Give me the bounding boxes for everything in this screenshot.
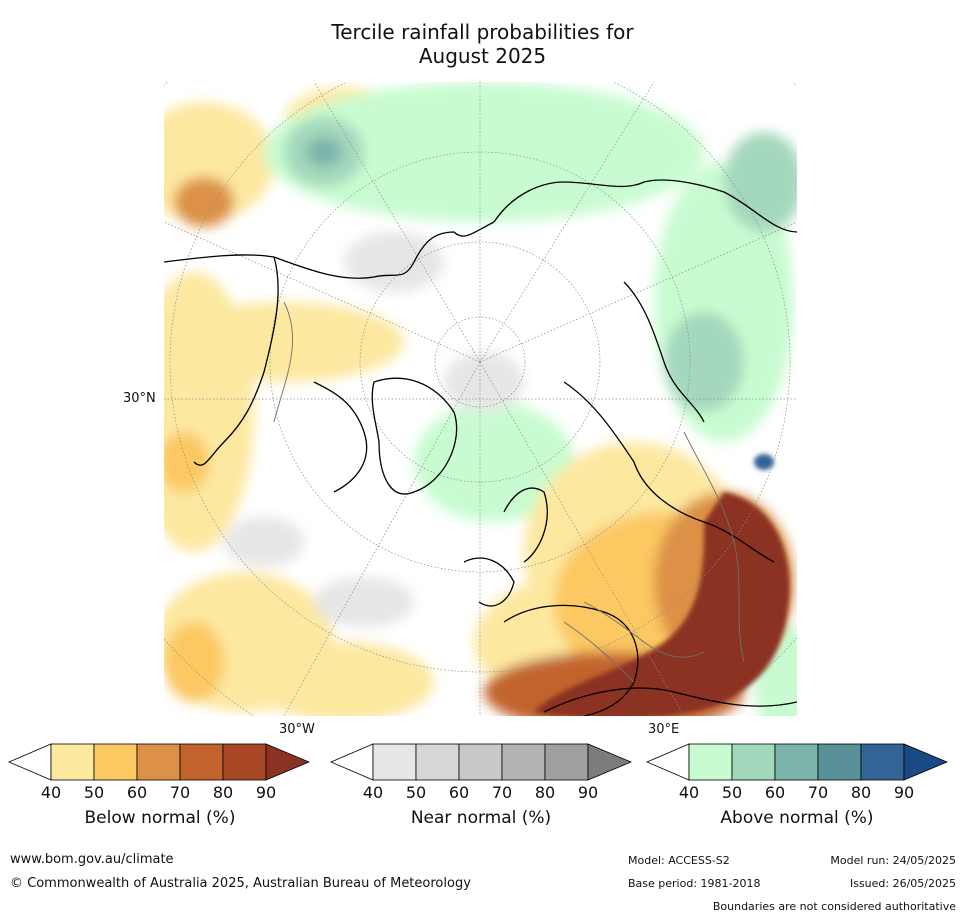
borders (273, 301, 745, 683)
colorbar-tick-label: 90 (893, 783, 915, 802)
colorbar-tick-label: 80 (212, 783, 234, 802)
colorbar-segment (50, 743, 95, 781)
colorbar-tick-label: 60 (126, 783, 148, 802)
colorbar-max-extension (587, 743, 632, 781)
longitude-label-east: 30°E (648, 722, 680, 737)
colorbar-max-extension (265, 743, 310, 781)
colorbar-segment (501, 743, 546, 781)
coastlines (164, 179, 797, 716)
below-normal-label: Below normal (%) (84, 808, 236, 828)
colorbar-tick-label: 80 (534, 783, 556, 802)
below-normal-colorbar (8, 743, 310, 781)
colorbar-segment (222, 743, 267, 781)
colorbar-tick-label: 40 (678, 783, 700, 802)
colorbar-tick-label: 40 (40, 783, 62, 802)
above-normal-label: Above normal (%) (720, 808, 874, 828)
near-normal-colorbar (330, 743, 632, 781)
colorbar-min-extension (646, 743, 690, 781)
colorbar-min-extension (330, 743, 374, 781)
colorbar-segment (860, 743, 905, 781)
longitude-label-west: 30°W (279, 722, 315, 737)
title-line-1: Tercile rainfall probabilities for (331, 20, 634, 44)
colorbar-tick-label: 50 (83, 783, 105, 802)
issued-text: Issued: 26/05/2025 (849, 877, 956, 890)
colorbar-tick-label: 70 (169, 783, 191, 802)
colorbar-segment (93, 743, 138, 781)
colorbar-tick-label: 70 (491, 783, 513, 802)
colorbar-tick-label: 90 (577, 783, 599, 802)
colorbar-segment (774, 743, 819, 781)
map-title: Tercile rainfall probabilities for Augus… (0, 20, 965, 68)
above-normal-colorbar (646, 743, 948, 781)
model-text: Model: ACCESS-S2 (628, 854, 730, 867)
colorbar-tick-label: 50 (405, 783, 427, 802)
copyright-text: © Commonwealth of Australia 2025, Austra… (10, 876, 471, 891)
colorbar-tick-label: 70 (807, 783, 829, 802)
colorbar-segment (544, 743, 589, 781)
colorbar-tick-label: 40 (362, 783, 384, 802)
disclaimer-text: Boundaries are not considered authoritat… (712, 900, 956, 913)
map-canvas (164, 82, 797, 716)
latitude-label: 30°N (123, 391, 156, 406)
website-link[interactable]: www.bom.gov.au/climate (10, 852, 174, 867)
colorbar-segment (458, 743, 503, 781)
colorbar-segment (415, 743, 460, 781)
colorbar-segment (731, 743, 776, 781)
colorbar-segment (179, 743, 224, 781)
colorbar-max-extension (903, 743, 948, 781)
colorbar-tick-label: 90 (255, 783, 277, 802)
colorbar-segment (372, 743, 417, 781)
colorbar-segment (817, 743, 862, 781)
colorbar-min-extension (8, 743, 52, 781)
colorbar-tick-label: 60 (448, 783, 470, 802)
colorbar-tick-label: 60 (764, 783, 786, 802)
colorbar-tick-label: 80 (850, 783, 872, 802)
model-run-text: Model run: 24/05/2025 (830, 854, 956, 867)
near-normal-label: Near normal (%) (410, 808, 552, 828)
colorbar-segment (688, 743, 733, 781)
base-period-text: Base period: 1981-2018 (628, 877, 761, 890)
colorbar-tick-label: 50 (721, 783, 743, 802)
forecast-map (164, 82, 797, 716)
graticule (164, 82, 797, 716)
colorbar-segment (136, 743, 181, 781)
strong-signal (534, 454, 790, 716)
title-line-2: August 2025 (418, 44, 547, 68)
